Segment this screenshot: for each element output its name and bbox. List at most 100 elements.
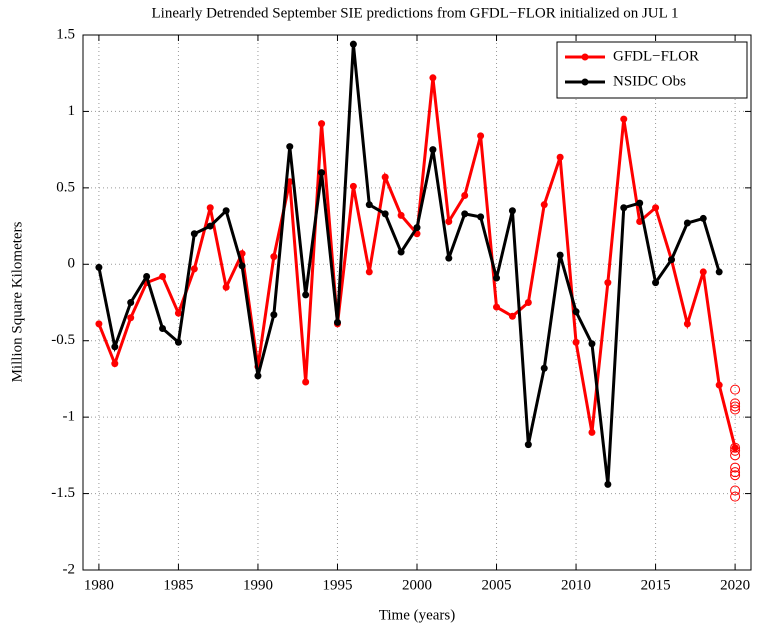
ensemble-point bbox=[730, 398, 741, 409]
point bbox=[556, 251, 564, 259]
point bbox=[652, 204, 660, 212]
point bbox=[477, 213, 485, 221]
point bbox=[286, 143, 294, 151]
x-tick-label: 1990 bbox=[243, 577, 273, 593]
x-tick-label: 2000 bbox=[402, 577, 432, 593]
y-tick-label: 0.5 bbox=[56, 179, 75, 195]
point bbox=[540, 364, 548, 372]
point bbox=[636, 217, 644, 225]
point bbox=[270, 311, 278, 319]
point bbox=[111, 343, 119, 351]
point bbox=[620, 115, 628, 123]
point bbox=[731, 444, 739, 452]
point bbox=[556, 153, 564, 161]
x-tick-label: 1980 bbox=[84, 577, 114, 593]
point bbox=[667, 256, 675, 264]
point bbox=[588, 340, 596, 348]
point bbox=[604, 480, 612, 488]
y-tick-label: -1 bbox=[63, 409, 76, 425]
point bbox=[445, 217, 453, 225]
point bbox=[270, 253, 278, 261]
point bbox=[524, 299, 532, 306]
x-tick-label: 2005 bbox=[482, 577, 512, 593]
point bbox=[429, 146, 437, 154]
point bbox=[238, 262, 246, 270]
point bbox=[365, 201, 373, 209]
point bbox=[302, 291, 310, 299]
point bbox=[429, 74, 437, 82]
ensemble-point bbox=[730, 462, 741, 473]
point bbox=[318, 120, 326, 128]
point bbox=[683, 219, 691, 227]
point bbox=[572, 308, 580, 316]
ensemble-point bbox=[730, 401, 741, 412]
point bbox=[95, 320, 103, 328]
point bbox=[493, 303, 501, 311]
point bbox=[302, 378, 310, 386]
x-tick-label: 2020 bbox=[720, 577, 750, 593]
point bbox=[381, 210, 389, 218]
ensemble-point bbox=[730, 404, 741, 415]
x-tick-label: 1995 bbox=[322, 577, 352, 593]
x-axis-label: Time (years) bbox=[379, 607, 456, 623]
point bbox=[397, 211, 405, 219]
point bbox=[206, 204, 214, 212]
x-tick-label: 1985 bbox=[163, 577, 193, 593]
point bbox=[127, 299, 135, 306]
point bbox=[111, 360, 119, 368]
y-tick-label: -1.5 bbox=[51, 485, 75, 501]
ensemble-point bbox=[730, 491, 741, 502]
point bbox=[715, 268, 723, 276]
point bbox=[683, 320, 691, 328]
point bbox=[508, 207, 516, 215]
y-tick-label: -0.5 bbox=[51, 332, 75, 348]
point bbox=[699, 214, 707, 222]
ensemble-point bbox=[730, 485, 741, 496]
point bbox=[333, 318, 341, 326]
y-tick-label: 0 bbox=[68, 256, 76, 272]
ensemble-point bbox=[730, 450, 741, 461]
y-tick-label: -2 bbox=[63, 561, 76, 577]
legend-label: NSIDC Obs bbox=[613, 73, 686, 89]
point bbox=[190, 265, 198, 273]
point bbox=[318, 169, 326, 177]
point bbox=[699, 268, 707, 276]
plot-frame bbox=[82, 34, 752, 571]
series-line bbox=[97, 44, 721, 485]
point bbox=[652, 279, 660, 287]
legend-marker bbox=[581, 78, 589, 86]
point bbox=[349, 40, 357, 48]
point bbox=[254, 372, 262, 380]
point bbox=[413, 224, 421, 232]
point bbox=[222, 283, 230, 291]
point bbox=[604, 279, 612, 287]
legend-marker bbox=[581, 53, 589, 61]
point bbox=[620, 204, 628, 212]
ensemble-point bbox=[730, 445, 741, 456]
point bbox=[524, 441, 532, 449]
legend-label: GFDL−FLOR bbox=[613, 48, 699, 64]
point bbox=[477, 132, 485, 140]
legend: GFDL−FLOR NSIDC Obs bbox=[556, 41, 748, 99]
point bbox=[508, 312, 516, 320]
ensemble-point bbox=[730, 467, 741, 478]
ensemble-point bbox=[730, 384, 741, 395]
point bbox=[445, 254, 453, 262]
y-tick-label: 1 bbox=[68, 103, 76, 119]
point bbox=[127, 314, 135, 322]
point bbox=[159, 273, 167, 281]
point bbox=[572, 338, 580, 346]
point bbox=[206, 222, 214, 230]
point bbox=[174, 338, 182, 346]
point bbox=[190, 230, 198, 238]
point bbox=[461, 210, 469, 218]
point bbox=[493, 274, 501, 282]
point bbox=[222, 207, 230, 215]
point bbox=[715, 381, 723, 389]
point bbox=[143, 273, 151, 281]
ensemble-point bbox=[730, 470, 741, 481]
ensemble-point bbox=[730, 442, 741, 453]
